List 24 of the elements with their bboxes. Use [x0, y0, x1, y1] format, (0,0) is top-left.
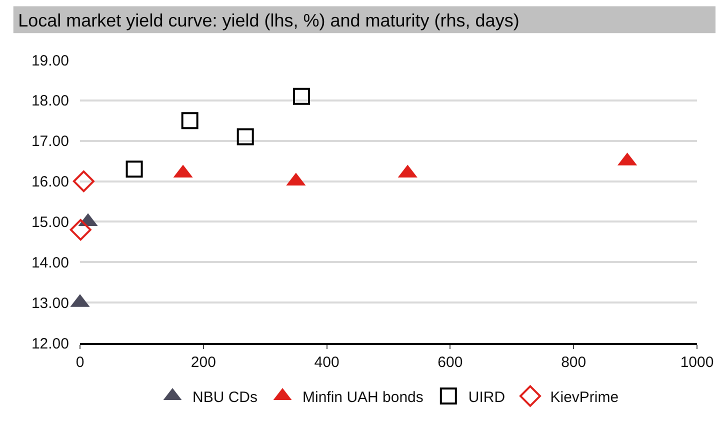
point	[293, 88, 310, 105]
y-tick-label: 19.00	[31, 52, 69, 70]
x-tick-label: 400	[314, 354, 340, 371]
x-tick-label: 200	[190, 354, 216, 371]
legend-label: NBU CDs	[192, 388, 258, 406]
x-tick-label: 0	[76, 354, 84, 371]
point	[72, 170, 94, 192]
legend-label: KievPrime	[550, 388, 619, 406]
point	[126, 160, 143, 178]
legend-label: Minfin UAH bonds	[302, 388, 424, 406]
y-tick-label: 16.00	[31, 174, 69, 191]
legend-label: UIRD	[468, 388, 506, 406]
chart-title: Local market yield curve: yield (lhs, %) and maturity (rhs, days)	[18, 10, 520, 30]
x-tick-label: 1000	[680, 354, 714, 371]
y-tick-label: 13.00	[31, 294, 69, 312]
x-tick-label: 600	[438, 354, 463, 371]
point	[181, 112, 198, 130]
point	[236, 128, 254, 146]
y-tick-label: 15.00	[31, 214, 69, 231]
y-tick-label: 12.00	[31, 335, 69, 352]
y-tick-label: 14.00	[31, 254, 69, 272]
x-tick-label: 800	[561, 354, 586, 371]
y-tick-label: 17.00	[31, 133, 69, 150]
y-tick-label: 18.00	[31, 92, 69, 110]
